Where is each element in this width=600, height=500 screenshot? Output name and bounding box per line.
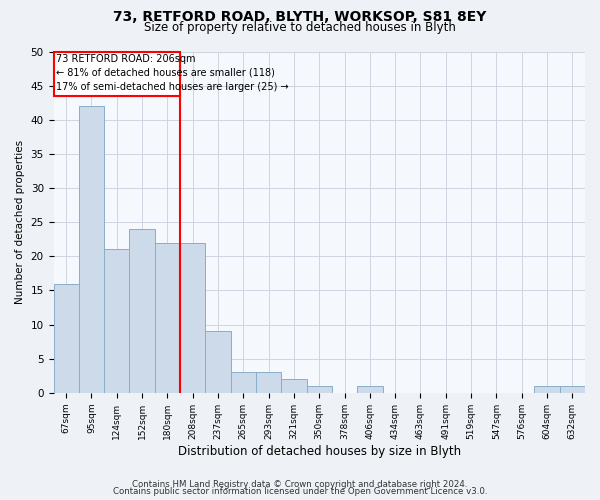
Text: Size of property relative to detached houses in Blyth: Size of property relative to detached ho… bbox=[144, 21, 456, 34]
Text: Contains HM Land Registry data © Crown copyright and database right 2024.: Contains HM Land Registry data © Crown c… bbox=[132, 480, 468, 489]
Bar bbox=[79, 106, 104, 393]
Text: ← 81% of detached houses are smaller (118): ← 81% of detached houses are smaller (11… bbox=[56, 68, 275, 78]
Bar bbox=[104, 250, 130, 393]
Bar bbox=[205, 332, 230, 393]
Bar bbox=[230, 372, 256, 393]
Bar bbox=[155, 242, 180, 393]
Bar bbox=[307, 386, 332, 393]
Bar bbox=[53, 284, 79, 393]
Bar bbox=[256, 372, 281, 393]
Text: 73, RETFORD ROAD, BLYTH, WORKSOP, S81 8EY: 73, RETFORD ROAD, BLYTH, WORKSOP, S81 8E… bbox=[113, 10, 487, 24]
X-axis label: Distribution of detached houses by size in Blyth: Distribution of detached houses by size … bbox=[178, 444, 461, 458]
Bar bbox=[560, 386, 585, 393]
Text: Contains public sector information licensed under the Open Government Licence v3: Contains public sector information licen… bbox=[113, 487, 487, 496]
Bar bbox=[281, 379, 307, 393]
Y-axis label: Number of detached properties: Number of detached properties bbox=[15, 140, 25, 304]
Text: 17% of semi-detached houses are larger (25) →: 17% of semi-detached houses are larger (… bbox=[56, 82, 289, 92]
Bar bbox=[130, 229, 155, 393]
Bar bbox=[180, 242, 205, 393]
Text: 73 RETFORD ROAD: 206sqm: 73 RETFORD ROAD: 206sqm bbox=[56, 54, 196, 64]
FancyBboxPatch shape bbox=[53, 52, 180, 96]
Bar bbox=[357, 386, 383, 393]
Bar bbox=[535, 386, 560, 393]
